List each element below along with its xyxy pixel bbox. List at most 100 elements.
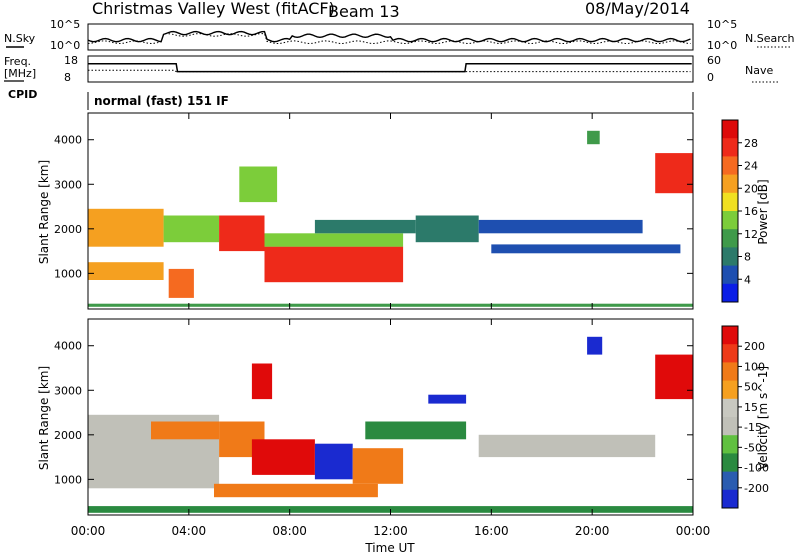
x-tick-label: 20:00 (575, 524, 610, 538)
data-region-9 (415, 215, 479, 243)
data-region-13 (655, 153, 693, 194)
colorbar-swatch (722, 362, 738, 382)
nave-trace (88, 69, 691, 73)
nave-tick-high: 60 (707, 54, 721, 67)
y-tick-label: 3000 (54, 384, 82, 397)
colorbar-tick-label: -200 (744, 482, 769, 495)
data-region-0 (88, 208, 164, 247)
x-tick-label: 12:00 (373, 524, 408, 538)
colorbar-swatch (722, 174, 738, 194)
colorbar-tick-label: -100 (744, 462, 769, 475)
noise-tick-right-high: 10^5 (707, 18, 737, 31)
colorbar-swatch (722, 435, 738, 454)
colorbar-swatch (722, 192, 738, 212)
power-colorbar-label: Power [dB] (756, 179, 770, 244)
velocity-y-ticks: 1000 2000 3000 4000 (54, 340, 693, 486)
noise-tick-right-low: 10^0 (707, 39, 737, 52)
colorbar-swatch (722, 283, 738, 303)
nave-label: Nave (745, 64, 773, 77)
power-y-ticks: 1000 2000 3000 4000 (54, 134, 693, 280)
y-tick-label: 4000 (54, 134, 82, 147)
nave-tick-low: 0 (707, 71, 714, 84)
velocity-heatmap (88, 336, 693, 513)
colorbar-tick-label: -50 (744, 441, 762, 454)
data-region-11 (587, 336, 603, 355)
data-region-3 (214, 483, 378, 498)
data-region-3 (168, 268, 194, 298)
nsky-label: N.Sky (4, 32, 36, 45)
data-region-7 (264, 233, 404, 247)
data-region-4 (251, 439, 315, 475)
x-axis-ticks: 00:00 04:00 08:00 12:00 16:00 20:00 00:00 (71, 113, 711, 538)
x-tick-label: 08:00 (272, 524, 307, 538)
freq-label: Freq. (4, 55, 31, 68)
colorbar-frame (721, 325, 739, 509)
colorbar-swatch (722, 211, 738, 230)
freq-tick-high: 18 (64, 54, 78, 67)
colorbar-tick-label: 4 (744, 273, 751, 286)
colorbar-swatch (722, 398, 738, 418)
colorbar-tick-label: 200 (744, 340, 765, 353)
colorbar-tick-label: -15 (744, 421, 762, 434)
station-title: Christmas Valley West (fitACF) (92, 0, 335, 18)
cpid-value: normal (fast) 151 IF (94, 94, 229, 108)
data-region-7 (251, 363, 273, 400)
colorbar-tick-label: 24 (744, 160, 758, 173)
data-region-9 (365, 421, 467, 440)
velocity-colorbar-label: Velocity [m s^-1] (756, 366, 770, 470)
colorbar-tick-label: 8 (744, 251, 751, 264)
colorbar-swatch (722, 326, 738, 345)
y-tick-label: 1000 (54, 473, 82, 486)
cpid-label: CPID (8, 88, 37, 101)
x-tick-label: 00:00 (71, 524, 106, 538)
colorbar-tick-label: 20 (744, 182, 758, 195)
x-tick-label: 04:00 (172, 524, 207, 538)
data-region-4 (219, 215, 265, 252)
colorbar-swatch (722, 489, 738, 509)
colorbar-tick-label: 100 (744, 360, 765, 373)
nsky-trace (87, 30, 691, 43)
noise-panel-frame (87, 23, 694, 51)
power-heatmap (88, 130, 693, 307)
freq-panel-frame (87, 55, 694, 83)
velocity-colorbar: -200 -100 -50 -15 15 50 100 200 (721, 325, 769, 509)
colorbar-swatch (722, 344, 738, 363)
colorbar-swatch (722, 380, 738, 400)
data-region-10 (478, 219, 643, 234)
y-tick-label: 2000 (54, 223, 82, 236)
colorbar-swatch (722, 138, 738, 157)
y-tick-label: 4000 (54, 340, 82, 353)
colorbar-swatch (722, 471, 738, 491)
data-region-6 (264, 246, 404, 283)
colorbar-swatch (722, 265, 738, 285)
colorbar-tick-label: 28 (744, 137, 758, 150)
data-region-10 (478, 434, 656, 458)
colorbar-swatch (722, 156, 738, 176)
data-region-8 (314, 219, 416, 234)
colorbar-swatch (722, 453, 738, 473)
x-tick-label: 00:00 (676, 524, 711, 538)
colorbar-tick-label: 50 (744, 381, 758, 394)
colorbar-tick-label: 16 (744, 205, 758, 218)
freq-unit-label: [MHz] (4, 67, 36, 80)
beam-label: Beam 13 (328, 2, 400, 21)
noise-tick-left-low: 10^0 (50, 39, 80, 52)
colorbar-swatch (722, 229, 738, 248)
data-region-11 (491, 244, 681, 254)
colorbar-swatch (722, 247, 738, 267)
data-region-1 (151, 421, 220, 440)
date-label: 08/May/2014 (585, 0, 690, 18)
noise-tick-left-high: 10^5 (50, 18, 80, 31)
data-region-6 (352, 448, 404, 484)
power-colorbar: 4 8 12 16 20 24 28 (721, 119, 758, 303)
freq-tick-low: 8 (64, 71, 71, 84)
colorbar-tick-label: 12 (744, 228, 758, 241)
freq-trace (88, 63, 692, 73)
nsearch-label: N.Search (745, 32, 795, 45)
x-tick-label: 16:00 (474, 524, 509, 538)
data-region-12 (655, 354, 693, 400)
data-region-1 (88, 262, 164, 280)
velocity-ylabel: Slant Range [km] (37, 366, 51, 470)
y-tick-label: 1000 (54, 267, 82, 280)
